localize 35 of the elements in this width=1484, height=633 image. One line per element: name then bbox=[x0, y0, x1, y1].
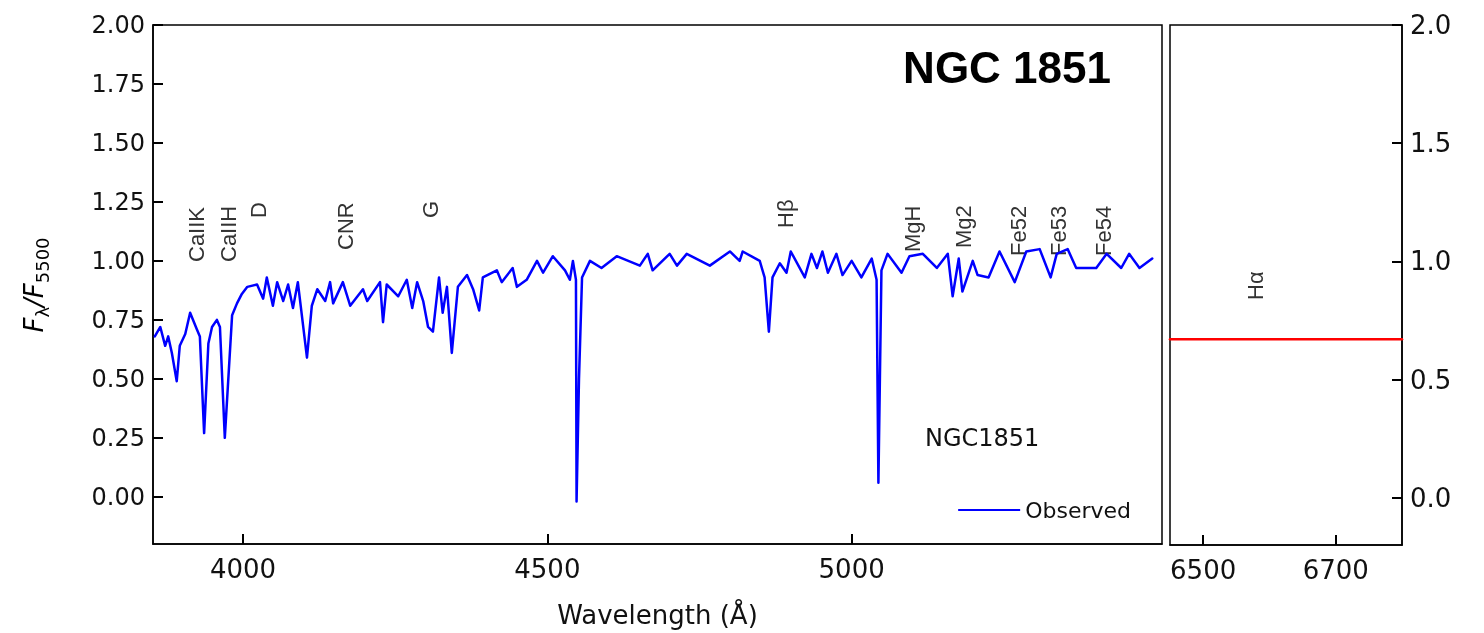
x-axis-title: Wavelength (Å) bbox=[557, 599, 758, 630]
y-tick-label: 1.5 bbox=[1410, 128, 1452, 159]
annotation: Mg2 bbox=[950, 205, 976, 248]
annotation: Fe52 bbox=[1005, 205, 1031, 256]
annotation: MgH bbox=[899, 205, 925, 252]
x-tick-label: 5000 bbox=[818, 554, 885, 584]
y-tick-label: 0.0 bbox=[1410, 482, 1452, 513]
y-tick-label: 0.5 bbox=[1410, 364, 1452, 395]
annotation: CNR bbox=[332, 202, 358, 250]
annotation: NGC1851 bbox=[925, 424, 1040, 452]
annotation: CaIIK bbox=[183, 206, 209, 262]
annotation: Fe54 bbox=[1090, 205, 1116, 256]
y-tick-label: 2.0 bbox=[1410, 10, 1452, 40]
annotation: CaIIH bbox=[215, 205, 241, 262]
annotation: D bbox=[245, 202, 271, 218]
y-tick-label: 1.00 bbox=[91, 246, 145, 275]
chart-title: NGC 1851 bbox=[903, 42, 1112, 92]
annotation: Hβ bbox=[772, 199, 798, 228]
x-tick-label: 6500 bbox=[1170, 555, 1237, 585]
annotation: Fe53 bbox=[1045, 205, 1071, 256]
legend-label: Observed bbox=[1025, 497, 1131, 523]
y-tick-label: 0.00 bbox=[91, 482, 145, 511]
y-tick-label: 1.75 bbox=[91, 69, 145, 98]
x-tick-label: 4000 bbox=[209, 554, 277, 584]
y-tick-label: 0.25 bbox=[91, 423, 145, 452]
y-tick-label: 1.25 bbox=[91, 187, 145, 216]
x-tick-label: 6700 bbox=[1302, 555, 1369, 585]
annotation: Hα bbox=[1242, 271, 1268, 300]
y-tick-label: 0.75 bbox=[91, 305, 145, 334]
annotation: G bbox=[417, 200, 443, 218]
y-tick-label: 1.50 bbox=[91, 128, 145, 157]
y-tick-label: 2.00 bbox=[91, 11, 145, 39]
x-tick-label: 4500 bbox=[514, 554, 581, 584]
y-tick-label: 0.50 bbox=[91, 364, 145, 393]
y-tick-label: 1.0 bbox=[1410, 246, 1452, 277]
